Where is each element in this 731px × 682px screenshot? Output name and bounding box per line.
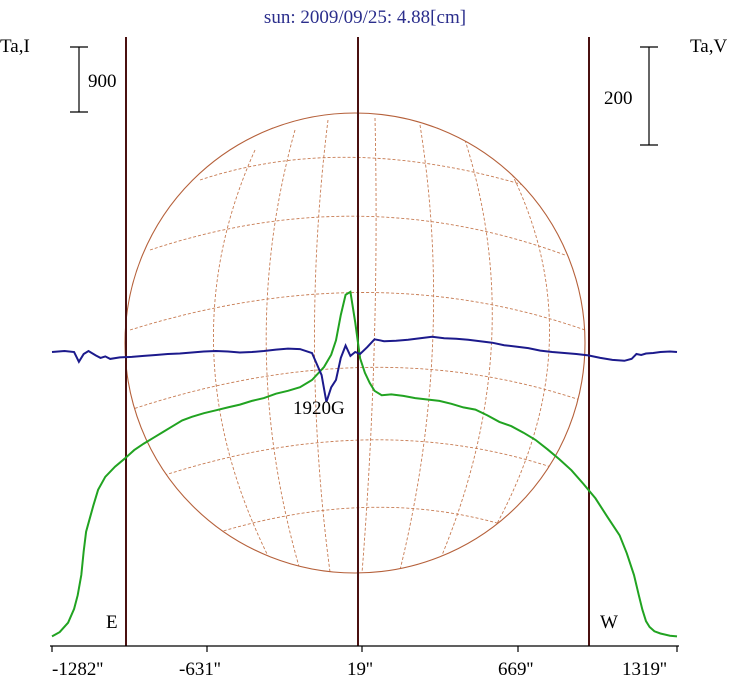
left-scale-bar bbox=[70, 46, 88, 113]
left-scale-bar-label: 900 bbox=[88, 71, 117, 92]
x-tick-label: -631'' bbox=[179, 659, 221, 680]
active-region-annotation: 1920G bbox=[293, 398, 345, 419]
stokes-i-line bbox=[51, 290, 678, 638]
x-tick-label: 19'' bbox=[347, 659, 373, 680]
solar-disk-grid bbox=[124, 112, 586, 574]
east-limb-label: E bbox=[106, 612, 118, 633]
right-scale-bar-label: 200 bbox=[604, 88, 633, 109]
x-axis bbox=[50, 645, 679, 652]
x-tick-label: -1282'' bbox=[52, 659, 103, 680]
x-tick-label: 669'' bbox=[498, 659, 533, 680]
left-axis-label: Ta,I bbox=[0, 36, 30, 57]
right-scale-bar bbox=[640, 46, 658, 146]
west-limb-label: W bbox=[600, 612, 618, 633]
stokes-v-line bbox=[51, 335, 678, 403]
chart-title: sun: 2009/09/25: 4.88[cm] bbox=[264, 7, 466, 28]
right-axis-label: Ta,V bbox=[690, 36, 727, 57]
x-tick-label: 1319'' bbox=[622, 659, 667, 680]
